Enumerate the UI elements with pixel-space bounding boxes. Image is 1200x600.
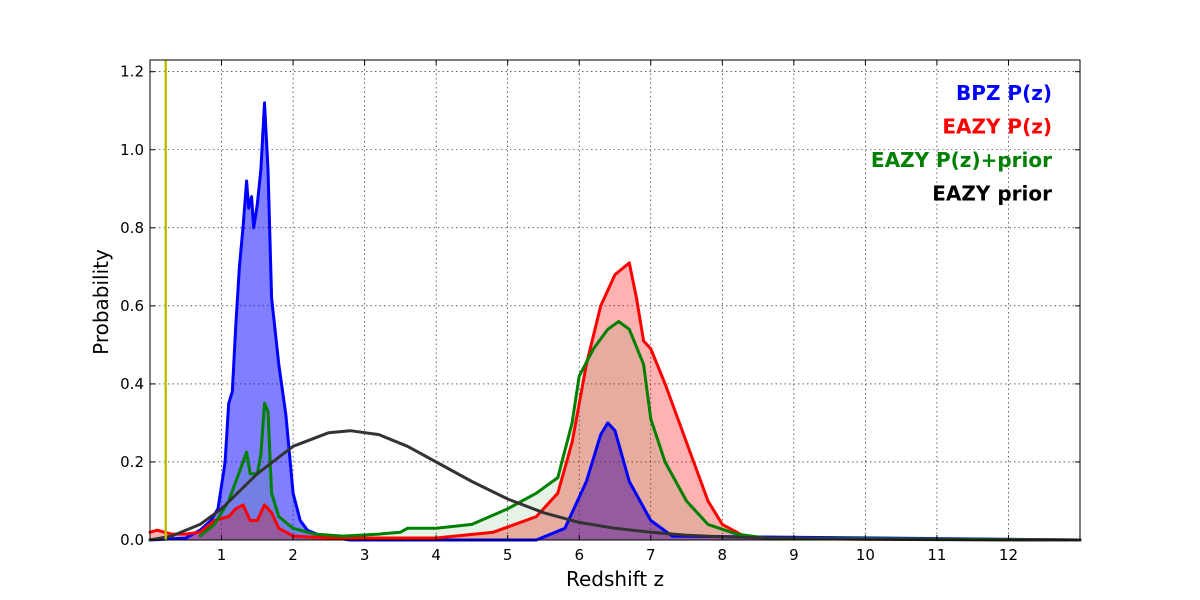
y-tick-label: 1.0 xyxy=(120,141,144,159)
y-axis-label: Probability xyxy=(89,249,113,355)
series-line-eazy-prior xyxy=(148,429,1082,542)
y-tick-label: 0.0 xyxy=(120,531,144,549)
series-fill-bpz-p-z xyxy=(150,102,1080,541)
x-tick-label: 3 xyxy=(360,546,370,564)
x-tick-label: 7 xyxy=(646,546,656,564)
series-fill-eazy-p-z xyxy=(150,262,1080,540)
y-tick-label: 0.6 xyxy=(120,297,144,315)
tick-labels: 1 2 3 4 5 6 7 8 9 10 11 120.00.20.40.60.81.01.2 xyxy=(120,63,1018,564)
grid xyxy=(150,60,1080,540)
legend: BPZ P(z) EAZY P(z) EAZY P(z)+prior EAZY pri… xyxy=(871,81,1052,206)
x-tick-label: 10 xyxy=(856,546,875,564)
x-tick-label: 12 xyxy=(999,546,1018,564)
x-tick-label: 6 xyxy=(574,546,584,564)
plot-frame xyxy=(149,59,1081,541)
series-fill-eazy-p-z-prior xyxy=(200,321,1081,540)
y-tick-label: 1.2 xyxy=(120,63,144,81)
x-tick-label: 8 xyxy=(718,546,728,564)
x-tick-label: 5 xyxy=(503,546,513,564)
y-tick-label: 0.8 xyxy=(120,219,144,237)
x-tick-label: 11 xyxy=(927,546,946,564)
x-tick-label: 2 xyxy=(288,546,298,564)
legend-entry-eazy-prior: EAZY prior xyxy=(932,182,1052,206)
legend-entry-bpz-p-z: BPZ P(z) xyxy=(956,81,1052,105)
x-tick-label: 4 xyxy=(431,546,441,564)
series-line-bpz-p-z xyxy=(148,101,1082,542)
series-line-eazy-p-z xyxy=(148,261,1082,542)
legend-entry-eazy-p-z: EAZY P(z) xyxy=(942,115,1052,139)
series-fills xyxy=(150,102,1081,541)
series-lines xyxy=(148,101,1082,542)
y-tick-label: 0.2 xyxy=(120,453,144,471)
legend-entry-eazy-p-z-prior: EAZY P(z)+prior xyxy=(871,148,1052,172)
x-axis-label: Redshift z xyxy=(566,567,664,591)
x-tick-label: 9 xyxy=(789,546,799,564)
ticks xyxy=(150,60,1080,541)
y-tick-label: 0.4 xyxy=(120,375,144,393)
x-tick-label: 1 xyxy=(217,546,227,564)
